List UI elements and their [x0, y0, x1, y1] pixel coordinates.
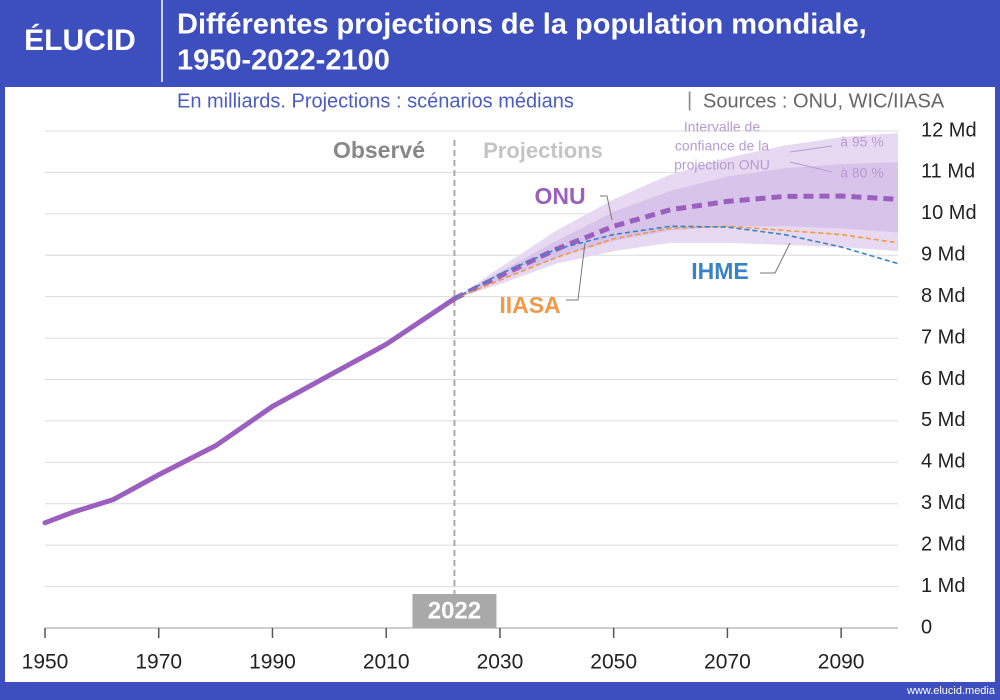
leader-line: [760, 242, 791, 274]
source: Sources : ONU, WIC/IIASA: [703, 90, 945, 112]
y-tick-label: 1 Md: [921, 575, 965, 597]
series-line: [454, 225, 899, 300]
series-label: ONU: [534, 183, 585, 209]
chart-title: 1950-2022-2100: [177, 45, 390, 77]
y-tick-label: 8 Md: [921, 285, 965, 307]
x-tick-label: 1950: [22, 651, 69, 674]
separator: |: [687, 89, 692, 111]
series-line: [454, 225, 899, 300]
y-tick-label: 5 Md: [921, 409, 965, 431]
x-tick-label: 2050: [590, 651, 637, 674]
series-label: IIASA: [499, 292, 560, 318]
y-tick-label: 3 Md: [921, 492, 965, 514]
chart-title: Différentes projections de la population…: [177, 9, 867, 41]
leader-line: [600, 195, 613, 221]
leader-arrow: [789, 145, 833, 153]
x-tick-label: 1970: [135, 651, 182, 674]
series-line: [453, 193, 899, 301]
x-tick-label: 2090: [818, 651, 865, 674]
y-tick-label: 11 Md: [921, 161, 975, 183]
series-label: Observé: [333, 137, 425, 163]
subtitle: En milliards. Projections : scénarios mé…: [177, 90, 574, 112]
annotation: Projections: [483, 138, 603, 163]
y-tick-label: 12 Md: [921, 119, 977, 141]
plot: 0 1 Md 2 Md 3 Md 4 Md 5 Md 6 Md 7 Md 8 Md 9 Md 10 …: [22, 119, 977, 674]
y-tick-label: 0: [921, 616, 932, 638]
y-tick-label: 6 Md: [921, 368, 965, 390]
y-tick-label: 10 Md: [921, 202, 977, 224]
annotation: projection ONU: [674, 157, 770, 173]
series-label: IHME: [691, 258, 749, 284]
footer: www.elucid.media: [906, 685, 996, 697]
band-label: à 80 %: [840, 165, 884, 181]
divider-label: 2022: [428, 597, 481, 624]
y-tick-label: 9 Md: [921, 244, 965, 266]
divider-label-box: [412, 594, 497, 628]
annotation: Intervalle de: [684, 119, 760, 135]
x-tick-label: 2010: [363, 651, 410, 674]
y-tick-label: 4 Md: [921, 451, 965, 473]
confidence-band: [454, 162, 898, 299]
y-tick-label: 2 Md: [921, 533, 965, 555]
x-tick-label: 2070: [704, 651, 751, 674]
annotation: confiance de la: [675, 138, 769, 154]
band-label: à 95 %: [840, 134, 884, 150]
logo: ÉLUCID: [24, 23, 136, 57]
y-tick-label: 7 Md: [921, 326, 965, 348]
series-line: [42, 296, 457, 526]
x-tick-label: 2030: [477, 651, 524, 674]
leader-arrow: [789, 161, 833, 173]
x-tick-label: 1990: [249, 651, 296, 674]
leader-line: [566, 242, 586, 301]
